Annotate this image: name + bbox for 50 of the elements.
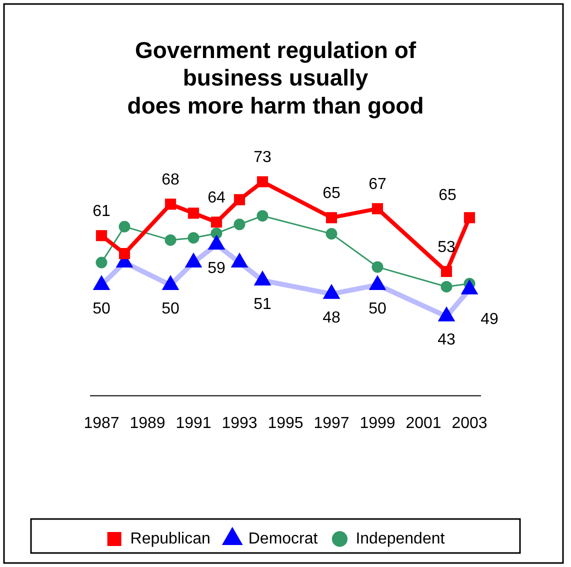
point — [234, 194, 246, 206]
point — [372, 261, 384, 273]
point — [326, 212, 338, 224]
point — [210, 228, 222, 240]
point — [96, 256, 108, 268]
data-label: 50 — [92, 300, 111, 318]
data-label: 50 — [368, 300, 386, 318]
point — [118, 220, 130, 232]
point — [440, 266, 452, 278]
data-label: 59 — [208, 260, 226, 277]
legend-label: Republican — [130, 530, 210, 548]
point — [164, 198, 176, 210]
x-tick-label: 1987 — [84, 414, 120, 432]
point — [372, 203, 384, 214]
point — [256, 210, 268, 222]
point — [210, 216, 222, 228]
data-label: 68 — [162, 172, 180, 189]
data-label: 51 — [254, 296, 272, 313]
point — [118, 248, 130, 260]
point — [234, 218, 246, 230]
x-tick-label: 1997 — [314, 414, 350, 432]
legend-label: Democrat — [248, 530, 318, 548]
legend-label: Independent — [356, 530, 446, 548]
data-label: 61 — [92, 203, 111, 220]
data-label: 65 — [438, 187, 456, 204]
data-label: 64 — [208, 190, 226, 207]
point — [326, 228, 338, 240]
x-tick-label: 1993 — [222, 414, 258, 432]
point — [164, 234, 176, 246]
point — [96, 230, 108, 242]
data-label: 50 — [162, 300, 180, 318]
data-label: 65 — [322, 185, 340, 202]
point — [440, 280, 452, 292]
x-tick-label: 1999 — [360, 414, 396, 432]
data-label: 67 — [368, 176, 386, 194]
x-tick-label: 2003 — [452, 414, 488, 432]
point — [188, 232, 200, 244]
x-tick-label: 2001 — [406, 414, 442, 432]
chart-title: Government regulation of business usually does more harm than good — [127, 37, 424, 118]
data-label: 48 — [322, 309, 340, 326]
data-label: 43 — [438, 332, 456, 349]
point — [464, 212, 476, 224]
point — [188, 208, 200, 219]
x-tick-label: 1991 — [176, 414, 212, 432]
x-tick-label: 1989 — [130, 414, 166, 432]
point — [256, 176, 268, 188]
data-label: 49 — [480, 310, 498, 328]
x-tick-label: 1995 — [268, 414, 304, 432]
data-label: 53 — [438, 238, 456, 256]
data-label: 73 — [254, 149, 272, 166]
